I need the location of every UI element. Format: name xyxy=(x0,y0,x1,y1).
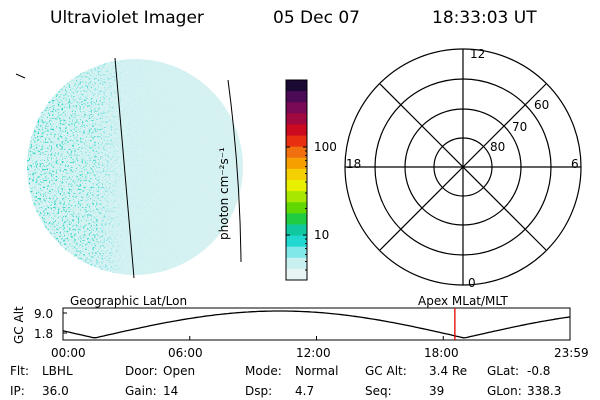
image-date: 05 Dec 07 xyxy=(273,8,360,28)
altitude-xtick: 06:00 xyxy=(168,346,203,360)
colorbar-segment xyxy=(286,235,307,248)
image-title: Ultraviolet Imager xyxy=(50,8,204,28)
status-label: GLon: xyxy=(487,384,522,398)
colorbar-segment xyxy=(286,146,307,159)
lat-label-60: 60 xyxy=(534,98,550,112)
status-label: Gain: xyxy=(125,384,157,398)
status-value: 338.3 xyxy=(527,384,562,398)
geographic-coords-title: Geographic Lat/Lon xyxy=(70,294,188,308)
altitude-xtick: 23:59 xyxy=(554,346,589,360)
colorbar-segment xyxy=(286,113,307,125)
status-label: Seq: xyxy=(365,384,392,398)
colorbar-segment xyxy=(286,257,307,270)
colorbar-segment xyxy=(286,80,307,92)
colorbar-frame xyxy=(285,79,308,281)
colorbar-segment xyxy=(286,202,307,214)
lat-label-80: 80 xyxy=(490,140,506,154)
colorbar-segment xyxy=(286,246,307,259)
colorbar-segment xyxy=(286,224,307,237)
colorbar-segment xyxy=(286,91,307,103)
colorbar-segment xyxy=(286,135,307,148)
mlt-label-bottom: 0 xyxy=(468,276,476,290)
status-label: Door: xyxy=(125,364,158,378)
colorbar-segment xyxy=(286,213,307,225)
altitude-xtick: 18:00 xyxy=(424,346,459,360)
lat-label-70: 70 xyxy=(512,120,528,134)
mlt-label-left: 18 xyxy=(346,157,362,171)
image-time: 18:33:03 UT xyxy=(432,8,537,28)
status-value: 39 xyxy=(429,384,445,398)
colorbar-tick-label: 100 xyxy=(314,140,337,154)
status-label: Flt: xyxy=(10,364,29,378)
colorbar-segment xyxy=(286,180,307,192)
status-value: 14 xyxy=(163,384,179,398)
colorbar-segment xyxy=(286,124,307,137)
mlt-label-right: 6 xyxy=(571,157,579,171)
colorbar-segment xyxy=(286,268,307,281)
colorbar-segment xyxy=(286,157,307,170)
colorbar-segment xyxy=(286,168,307,181)
polar-diagonal xyxy=(379,83,547,251)
status-label: IP: xyxy=(10,384,25,398)
status-value: 4.7 xyxy=(295,384,315,398)
colorbar-tick-label: 10 xyxy=(314,228,330,242)
mlt-label-top: 12 xyxy=(470,47,486,61)
status-label: Dsp: xyxy=(245,384,273,398)
colorbar-segment xyxy=(286,102,307,114)
status-value: 3.4 Re xyxy=(429,364,468,378)
status-value: Open xyxy=(163,364,196,378)
altitude-curve xyxy=(62,310,571,339)
status-label: GLat: xyxy=(487,364,520,378)
apex-coords-title: Apex MLat/MLT xyxy=(418,294,508,308)
altitude-xtick: 00:00 xyxy=(51,346,86,360)
status-value: -0.8 xyxy=(527,364,551,378)
altitude-xtick: 12:00 xyxy=(296,346,331,360)
altitude-ytick: 9.0 xyxy=(34,307,54,321)
status-value: LBHL xyxy=(42,364,73,378)
colorbar-segment xyxy=(286,191,307,203)
altitude-ytick: 1.8 xyxy=(34,327,54,341)
status-label: Mode: xyxy=(245,364,282,378)
status-label: GC Alt: xyxy=(365,364,407,378)
status-value: Normal xyxy=(295,364,339,378)
status-value: 36.0 xyxy=(42,384,69,398)
